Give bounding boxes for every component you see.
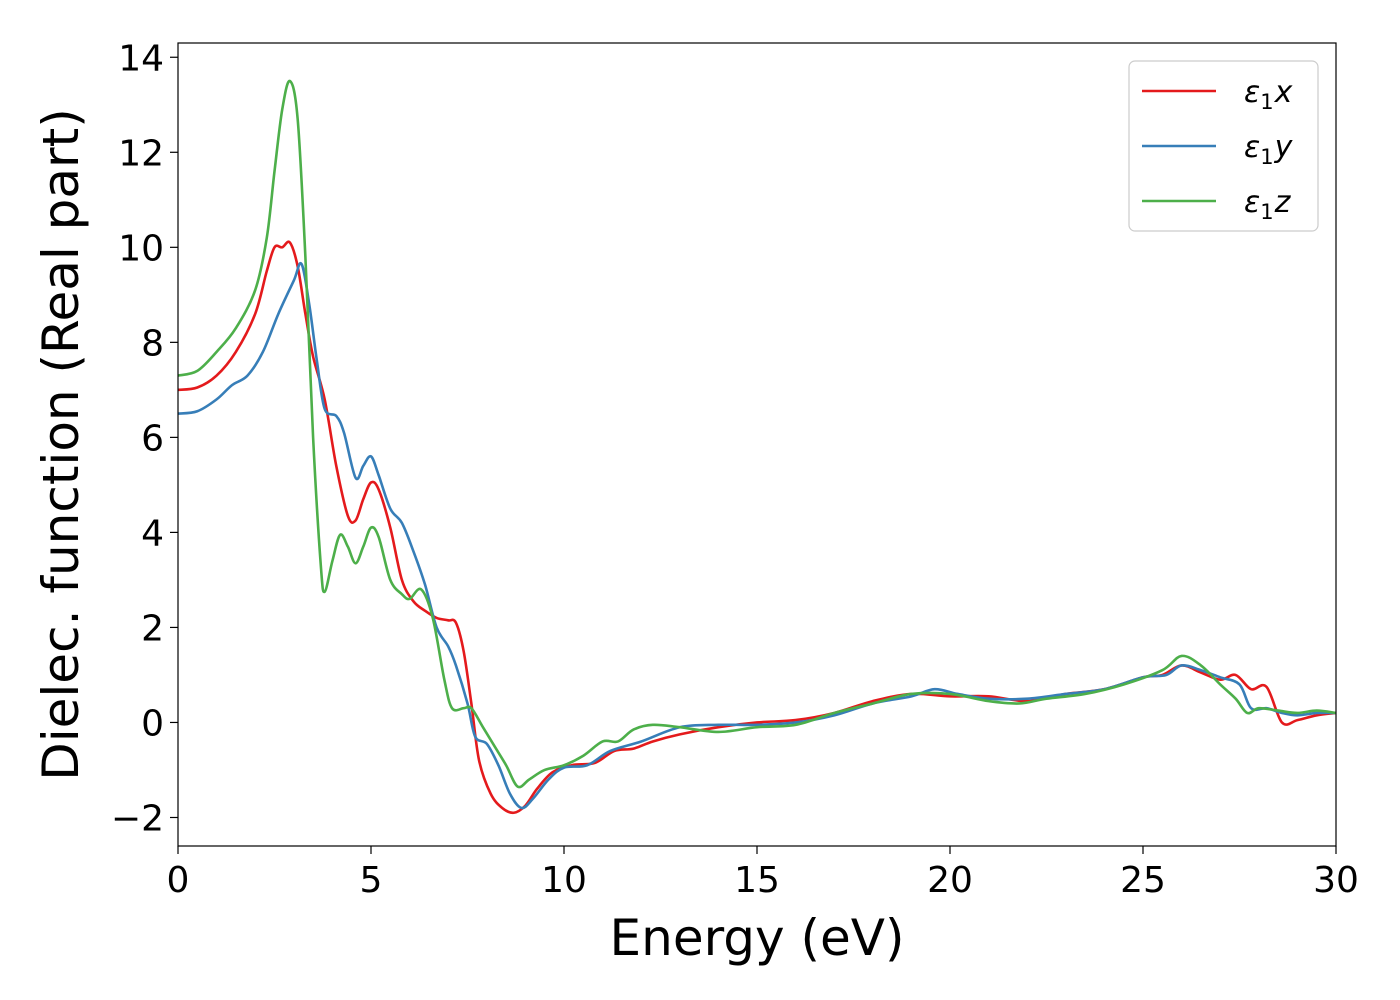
legend: ε1x ε1y ε1z	[1128, 60, 1319, 232]
y-tick-label: 4	[141, 513, 164, 554]
y-tick-label: −2	[111, 798, 164, 839]
y-tick-label: 10	[118, 228, 164, 269]
x-tick-label: 5	[360, 860, 383, 901]
y-tick-label: 14	[118, 38, 164, 79]
y-tick-label: 8	[141, 323, 164, 364]
series-line-y	[178, 261, 1336, 810]
legend-label-x: ε1x	[1244, 75, 1293, 114]
legend-box	[1128, 60, 1319, 232]
x-tick-label: 30	[1313, 860, 1359, 901]
y-axis-label: Dielec. function (Real part)	[32, 108, 90, 780]
series-line-z	[178, 79, 1336, 789]
legend-label-y: ε1y	[1244, 130, 1294, 169]
x-tick-label: 10	[541, 860, 587, 901]
x-axis-label: Energy (eV)	[610, 909, 905, 967]
y-tick-label: 2	[141, 608, 164, 649]
x-tick-label: 0	[167, 860, 190, 901]
x-axis-ticks: 0 5 10 15 20 25 30	[167, 846, 1359, 901]
plot-lines	[178, 79, 1336, 815]
y-tick-label: 0	[141, 703, 164, 744]
y-axis-ticks: −2 0 2 4 6 8 10 12 14	[111, 38, 178, 839]
x-tick-label: 25	[1120, 860, 1166, 901]
y-tick-label: 6	[141, 418, 164, 459]
x-tick-label: 20	[927, 860, 973, 901]
legend-label-z: ε1z	[1244, 185, 1292, 224]
x-tick-label: 15	[734, 860, 780, 901]
y-tick-label: 12	[118, 133, 164, 174]
